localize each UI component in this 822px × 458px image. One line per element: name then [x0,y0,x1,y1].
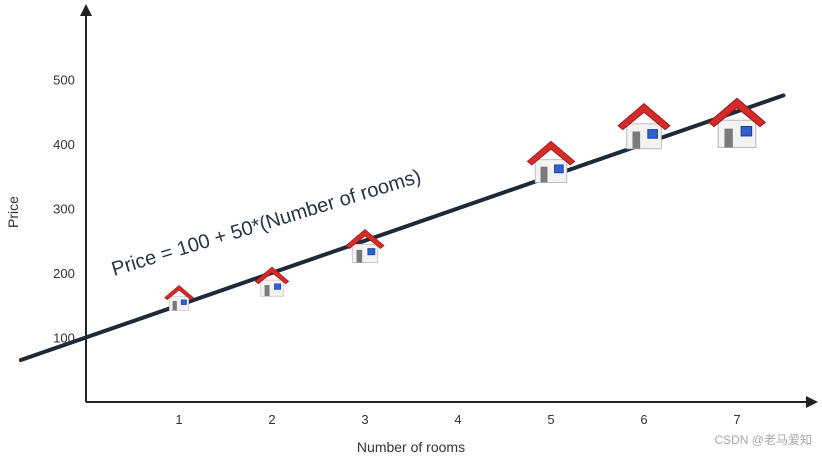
house-icon [707,97,767,148]
axes [80,4,818,408]
x-tick-label: 2 [268,412,275,427]
house-icon [526,140,576,183]
y-tick-label: 200 [53,266,75,281]
x-tick-label: 5 [547,412,554,427]
x-tick-labels: 1 2 3 4 5 6 7 [175,412,740,427]
y-axis-title: Price [5,196,21,228]
regression-line [18,93,786,363]
x-tick-label: 3 [361,412,368,427]
data-points [164,97,767,311]
x-axis-arrow [806,396,818,408]
watermark: CSDN @老马爱知 [714,433,812,447]
y-axis-arrow [80,4,92,16]
x-tick-label: 1 [175,412,182,427]
house-icon [345,228,385,263]
x-tick-label: 4 [454,412,461,427]
regression-equation-annotation: Price = 100 + 50*(Number of rooms) [109,165,424,280]
house-icon [254,266,290,297]
y-tick-label: 500 [53,72,75,87]
y-tick-label: 400 [53,137,75,152]
x-axis-title: Number of rooms [357,439,465,455]
x-tick-label: 7 [733,412,740,427]
house-icon [164,284,194,311]
x-tick-label: 6 [640,412,647,427]
y-tick-label: 300 [53,201,75,216]
house-icon [617,103,671,150]
